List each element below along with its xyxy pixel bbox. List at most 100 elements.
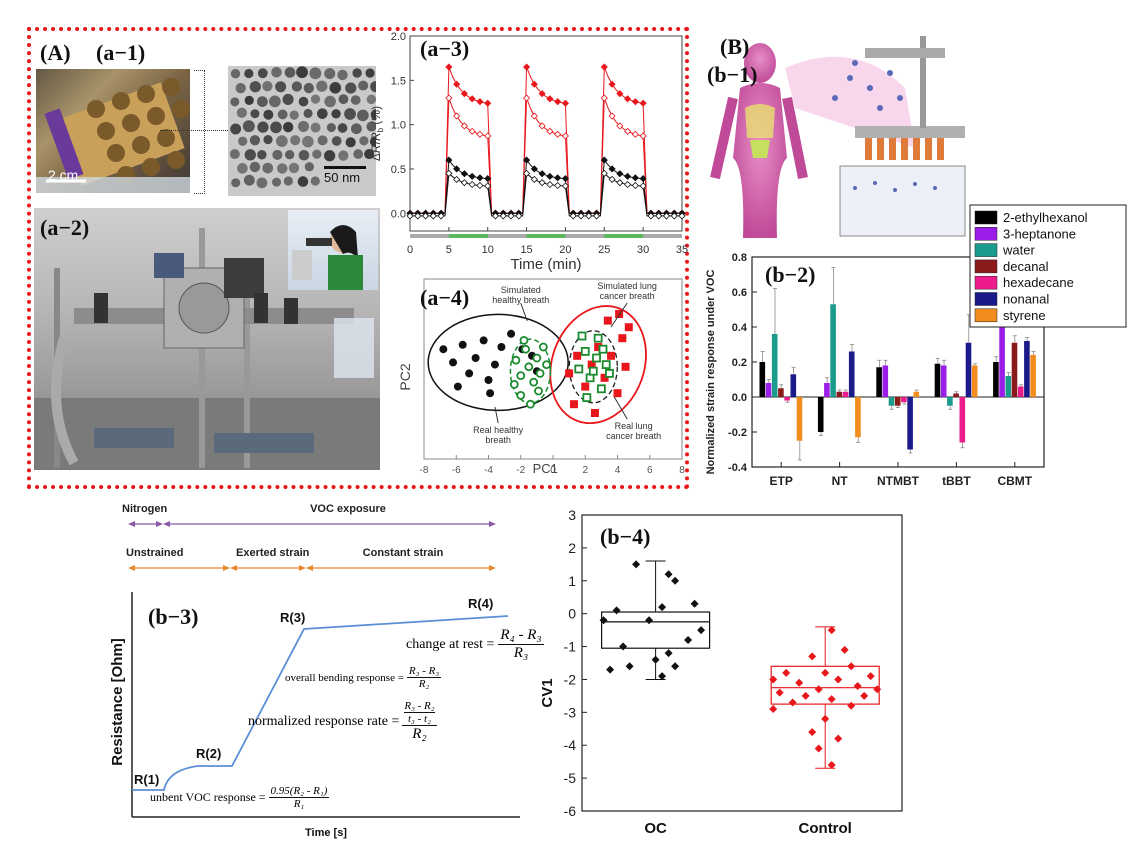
b4-point [625,662,634,671]
nanoparticle [282,93,294,106]
a3-series-point [476,181,484,190]
a3-series-point [538,122,546,130]
b2-y-axis-label: Normalized strain response under VOC [705,270,717,475]
b4-point [697,626,706,635]
nanoparticle [304,162,314,172]
nanoparticle [230,97,240,107]
b3-unstrained-label: Unstrained [126,547,183,559]
b4-y-tick-label: 1 [568,573,576,589]
nanoparticle [370,108,376,121]
nanoparticle [337,123,348,133]
a3-series-point [585,212,593,220]
nanoparticle [289,110,299,120]
b4-point [866,672,875,681]
nanoparticle [359,136,369,146]
b4-point [808,728,817,737]
nanoparticle [303,82,314,94]
eq-overall-num: R₃ - R₃ [406,665,442,678]
b4-point [834,675,843,684]
panel-label-b2: (b−2) [765,262,816,287]
eq-overall-den: R₂ [418,678,430,690]
b2-bar [1005,376,1012,397]
a3-series-point [507,212,515,220]
b2-legend-label: styrene [1003,308,1046,323]
b4-point [664,649,673,658]
nanoparticle [351,123,362,135]
a4-point [598,344,608,354]
a3-y-tick-label: 0.5 [391,164,406,176]
b4-point [658,603,667,612]
b3-voc-arrow-head [489,521,496,527]
a3-series-point [561,175,569,183]
nanoparticle [244,68,254,79]
a3-exposure-bar [448,234,488,238]
panel-label-B: (B) [720,34,750,59]
nanoparticle [366,121,376,132]
tem-nanoparticle-image: 50 nm [228,66,376,196]
a3-x-tick-label: 20 [559,244,571,256]
nanoparticle [324,68,336,80]
b3-exerted-label: Exerted strain [236,547,310,559]
a4-point [458,340,467,349]
a3-series-point [406,212,414,220]
b4-y-tick-label: -6 [564,803,577,819]
eq-norm-label: normalized response rate = [248,713,400,729]
a3-series-point [631,130,639,138]
a3-series-point [484,99,492,107]
a4-x-tick-label: -8 [420,465,429,476]
a3-series-point [445,169,453,177]
a3-series-point [546,172,554,180]
b3-unstrained-arrow-head [223,565,230,571]
a3-series-point [453,112,461,120]
b2-bar [778,388,784,397]
b4-point [775,688,784,697]
a4-point [490,360,499,369]
a3-series-point [639,132,647,140]
a4-annotation-sim-healthy: Simulated [501,285,541,295]
a4-point [542,360,551,369]
nanoparticle [290,135,301,146]
nanoparticle [269,95,281,108]
a4-point [574,364,584,374]
nanoparticle [230,123,242,135]
nanoparticle [237,163,248,174]
a4-arrow [494,406,499,424]
a3-series-point [600,156,608,164]
a4-point [516,391,526,400]
a4-x-axis-label: PC1 [533,461,558,476]
a4-point [624,323,633,332]
eq-rest-label: change at rest = [406,636,495,652]
b2-y-tick-label: 0.2 [732,357,747,369]
nanoparticle [365,68,375,78]
b4-x-tick-label: Control [799,820,852,837]
b2-legend-label: nonanal [1003,292,1049,307]
scale-bar-line [324,166,366,169]
a4-point [613,389,622,398]
a3-y-label-slash: / [369,140,383,144]
a3-series-point [523,94,531,102]
b4-point [645,616,654,625]
b2-x-tick-label: NT [832,474,849,488]
a3-series-point [655,212,663,220]
a3-exposure-bar [604,234,644,238]
a4-point [532,353,542,363]
nanoparticle [297,176,309,187]
a4-point [535,369,545,378]
a4-x-tick-label: -4 [484,465,493,476]
panel-label-b4: (b−4) [600,524,651,549]
eq-normalized-rate: normalized response rate = R₃ - R₂ t₃ - … [248,700,437,743]
a4-annotation-real-lung: cancer breath [606,431,661,441]
a3-series-point [554,174,562,182]
panel-label-b3: (b−3) [148,604,199,629]
a4-point [486,389,495,398]
nanoparticle [277,163,288,174]
eq-norm-den: R₂ [412,726,427,742]
b4-point [860,691,869,700]
b2-bar [894,397,901,406]
a3-series-point [538,90,546,98]
eq-norm-num2: t₃ - t₂ [408,713,431,725]
eq-rest-num: R₄ - R₃ [498,627,544,645]
nanoparticle [282,121,294,133]
nanoparticle [283,176,293,186]
